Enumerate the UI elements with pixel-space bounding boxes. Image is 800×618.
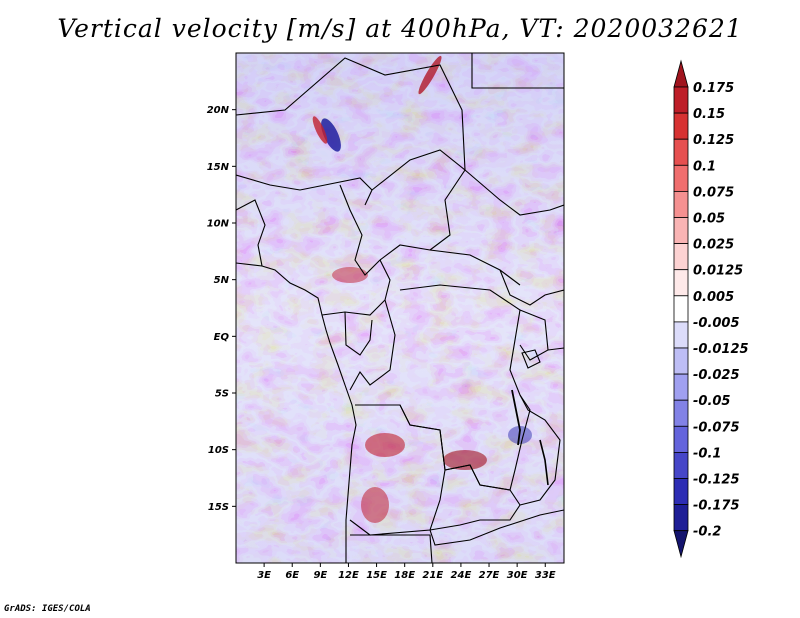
colorbar-level-label: -0.075 xyxy=(693,420,740,435)
map-field xyxy=(236,53,564,563)
credit-label: GrADS: IGES/COLA xyxy=(4,604,91,614)
lake-victoria xyxy=(521,349,541,369)
colorbar-swatch xyxy=(673,112,689,140)
convective-cluster xyxy=(365,433,405,457)
chart-title: Vertical velocity [m/s] at 400hPa, VT: 2… xyxy=(57,14,743,43)
colorbar-level-label: 0.0125 xyxy=(693,264,743,279)
colorbar-level-label: -0.005 xyxy=(693,316,740,331)
lat-tick-label: EQ xyxy=(214,332,230,343)
lat-tick-label: 10N xyxy=(207,219,230,230)
colorbar-swatch xyxy=(673,347,689,375)
coastline xyxy=(236,262,357,563)
border-kenya xyxy=(547,347,564,351)
colorbar-level-label: -0.025 xyxy=(693,368,740,383)
colorbar-level-label: 0.15 xyxy=(693,107,725,122)
lake-malawi xyxy=(539,439,549,486)
lon-tick-label: 30E xyxy=(507,570,528,581)
colorbar-swatch xyxy=(673,164,689,192)
border-zimbabwe xyxy=(429,509,564,546)
lon-tick-label: 18E xyxy=(394,570,415,581)
lat-tick-label: 20N xyxy=(207,105,230,116)
strong-ascent-feature xyxy=(312,116,328,144)
map-frame xyxy=(235,52,565,564)
lat-tick-label: 15N xyxy=(207,162,230,173)
colorbar-swatch xyxy=(673,399,689,427)
longitude-axis: 3E 6E 9E 12E 15E 18E 21E 24E 27E 30E 33E xyxy=(257,563,556,581)
lon-tick-label: 3E xyxy=(257,570,271,581)
colorbar-swatch xyxy=(673,217,689,245)
lon-tick-label: 9E xyxy=(313,570,327,581)
border-chad-west xyxy=(339,184,381,276)
border-egypt xyxy=(471,53,564,89)
colorbar-level-label: -0.05 xyxy=(693,394,730,409)
colorbar: 0.175 0.15 0.125 0.1 0.075 0.05 0.025 0.0125 0.0… xyxy=(673,59,749,559)
border-tanzania xyxy=(519,394,561,506)
strong-descent-feature xyxy=(321,118,341,152)
lon-tick-label: 21E xyxy=(422,570,443,581)
latitude-axis: 20N 15N 10N 5N EQ 5S 10S 15S xyxy=(207,105,236,513)
lon-tick-label: 27E xyxy=(479,570,500,581)
country-borders xyxy=(236,53,564,563)
colorbar-swatch xyxy=(673,373,689,401)
colorbar-level-label: 0.075 xyxy=(693,185,734,200)
border-car xyxy=(379,244,521,286)
colorbar-level-label: 0.05 xyxy=(693,212,725,227)
colorbar-swatch xyxy=(673,295,689,323)
colorbar-swatch xyxy=(673,478,689,506)
colorbar-level-label: 0.175 xyxy=(693,81,734,96)
lon-tick-label: 12E xyxy=(338,570,359,581)
lake-tanganyika xyxy=(511,389,521,446)
colorbar-swatch xyxy=(673,243,689,271)
colorbar-level-label: -0.2 xyxy=(693,525,721,540)
colorbar-swatch xyxy=(673,451,689,479)
colorbar-level-label: 0.125 xyxy=(693,133,734,148)
convective-cluster xyxy=(361,487,389,523)
colorbar-swatch xyxy=(673,269,689,297)
colorbar-swatch xyxy=(673,425,689,453)
lat-tick-label: 5S xyxy=(215,389,229,400)
colorbar-bottom-arrow xyxy=(673,530,689,559)
colorbar-level-label: 0.025 xyxy=(693,238,734,253)
border-libya xyxy=(236,57,466,171)
lon-tick-label: 6E xyxy=(285,570,299,581)
colorbar-swatch xyxy=(673,86,689,114)
lon-tick-label: 24E xyxy=(451,570,472,581)
colorbar-swatch xyxy=(673,190,689,218)
velocity-tint xyxy=(236,53,564,563)
lat-tick-label: 15S xyxy=(208,502,229,513)
colorbar-top-arrow xyxy=(673,59,689,88)
lat-tick-label: 5N xyxy=(214,275,230,286)
border-benin xyxy=(236,199,266,267)
colorbar-level-label: 0.1 xyxy=(693,159,716,174)
colorbar-level-label: -0.125 xyxy=(693,473,740,488)
border-namibia xyxy=(350,534,433,563)
border-gabon-north xyxy=(321,259,391,316)
border-south-sudan xyxy=(499,269,564,306)
border-gabon xyxy=(344,311,373,356)
lon-tick-label: 33E xyxy=(535,570,556,581)
border-congo xyxy=(349,299,396,391)
colorbar-level-label: 0.005 xyxy=(693,290,734,305)
colorbar-swatch xyxy=(673,504,689,532)
colorbar-level-label: -0.0125 xyxy=(693,342,749,357)
convective-cluster xyxy=(443,450,487,470)
border-sudan-east xyxy=(464,169,564,216)
colorbar-level-label: -0.175 xyxy=(693,499,740,514)
border-zambia xyxy=(429,464,521,531)
colorbar-swatch xyxy=(673,138,689,166)
lat-tick-label: 10S xyxy=(208,445,229,456)
convective-cluster xyxy=(332,267,368,283)
colorbar-swatch xyxy=(673,321,689,349)
colorbar-level-label: -0.1 xyxy=(693,446,721,461)
lon-tick-label: 15E xyxy=(366,570,387,581)
